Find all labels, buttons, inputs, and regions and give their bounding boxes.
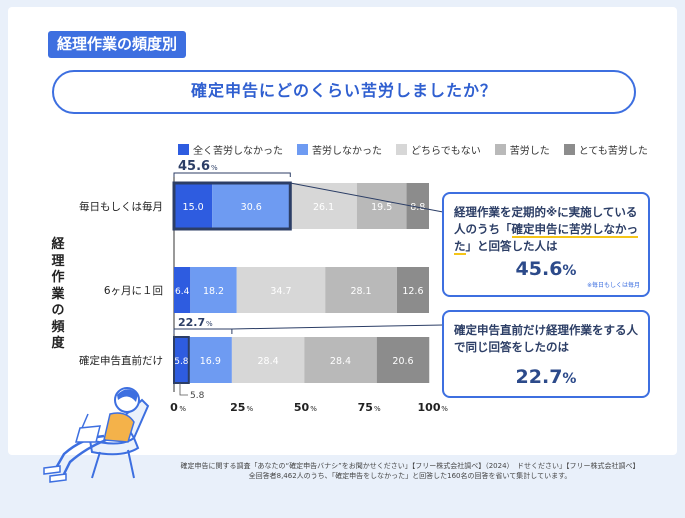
legend-swatch xyxy=(563,144,575,155)
bar-segment xyxy=(190,267,237,313)
data-label: 18.2 xyxy=(203,286,224,297)
callout-connector xyxy=(290,182,444,213)
bar-segment xyxy=(325,267,397,313)
bar-segment xyxy=(188,337,232,383)
x-tick-unit: % xyxy=(247,405,254,413)
bar-segment xyxy=(376,337,430,383)
x-tick-unit: % xyxy=(310,405,317,413)
data-label: 16.9 xyxy=(200,356,221,367)
legend-item: 苦労した xyxy=(494,142,550,157)
footnote-line-1: 確定申告に関する調査「あなたの“確定申告バナシ”をお聞かせください」【フリー株式… xyxy=(180,462,640,470)
data-label: 20.6 xyxy=(392,356,413,367)
category-label: 確定申告直前だけ xyxy=(79,354,163,367)
person-with-laptop-illustration xyxy=(43,387,150,483)
bar-segment xyxy=(231,337,305,383)
data-label: 19.5 xyxy=(371,202,392,213)
x-tick-label: 0 xyxy=(170,401,178,414)
data-label: 28.4 xyxy=(258,356,279,367)
legend-label: 苦労しなかった xyxy=(312,146,382,157)
legend-label: 全く苦労しなかった xyxy=(193,146,283,157)
x-tick-unit: % xyxy=(179,405,186,413)
legend-swatch xyxy=(494,144,506,155)
section-tag: 経理作業の頻度別 xyxy=(48,31,187,58)
x-tick-label: 25 xyxy=(230,401,245,414)
callout-top-note: ※毎日もしくは毎月 xyxy=(586,282,640,289)
category-label: 6ヶ月に１回 xyxy=(104,285,163,297)
bar-segment xyxy=(174,267,191,313)
callout-bottom-value: 22.7 xyxy=(515,366,563,388)
data-label: 5.8 xyxy=(174,357,189,367)
bar-segment xyxy=(236,267,326,313)
legend-item: 苦労しなかった xyxy=(297,142,382,157)
stacked-bar-chart: 毎日もしくは毎月15.030.626.119.58.845.6%6ヶ月に１回6.… xyxy=(79,159,448,414)
callout-bottom-unit: % xyxy=(562,371,577,387)
highlight-total-label: 22.7 xyxy=(178,316,205,329)
question-title: 確定申告にどのくらい苦労しましたか？ xyxy=(190,81,497,100)
data-label: 30.6 xyxy=(241,202,262,213)
chart-legend: 全く苦労しなかった 苦労しなかった どちらでもない 苦労した とても苦労した xyxy=(178,142,648,157)
legend-item: どちらでもない xyxy=(396,142,481,157)
legend-label: どちらでもない xyxy=(411,146,481,157)
legend-item: とても苦労した xyxy=(563,142,648,157)
bar-segment xyxy=(396,267,429,313)
callout-top-highlight: 確定申告に苦労しなかった xyxy=(454,222,638,255)
bar-segment xyxy=(356,183,407,229)
category-label: 毎日もしくは毎月 xyxy=(79,200,163,213)
x-tick-label: 100 xyxy=(418,401,441,414)
y-axis-label-char: 頻 xyxy=(51,319,65,335)
callout-regular-workers: 経理作業を定期的※に実施している人のうち「確定申告に苦労しなかった」と回答した人… xyxy=(442,192,650,297)
bar-segment xyxy=(174,337,189,383)
x-tick-unit: % xyxy=(441,405,448,413)
legend-label: とても苦労した xyxy=(578,146,648,157)
data-label-outside: 5.8 xyxy=(190,391,205,401)
data-label: 12.6 xyxy=(402,286,423,297)
data-label: 34.7 xyxy=(270,286,291,297)
footnote-line-2: 全回答者8,462人のうち、「確定申告をしなかった」と回答した160名の回答を省… xyxy=(248,472,572,480)
callout-connector xyxy=(231,324,444,330)
y-axis-label-char: 度 xyxy=(51,336,65,351)
data-label: 28.4 xyxy=(330,356,351,367)
data-label: 6.4 xyxy=(175,287,190,297)
callout-top-unit: % xyxy=(562,263,577,279)
y-axis-label-char: 理 xyxy=(51,253,65,269)
legend-item: 全く苦労しなかった xyxy=(178,142,283,157)
highlight-total-unit: % xyxy=(206,320,213,328)
callout-bottom-text: 確定申告直前だけ経理作業をする人で同じ回答をしたのは xyxy=(454,323,638,354)
question-banner xyxy=(52,70,636,114)
data-label-leader xyxy=(179,383,188,396)
legend-swatch xyxy=(178,144,189,155)
y-axis-label-char: の xyxy=(51,303,65,318)
bar-segment xyxy=(290,183,357,229)
x-tick-label: 75 xyxy=(358,401,373,414)
legend-swatch xyxy=(396,144,407,155)
callout-top-text-before: 経理作業を定期的※に実施している人のうち「 xyxy=(454,205,638,236)
survey-footnote: 確定申告に関する調査「あなたの“確定申告バナシ”をお聞かせください」【フリー株式… xyxy=(160,461,660,481)
y-axis-label: 経理作業の頻度 xyxy=(50,237,66,353)
bar-segment xyxy=(212,183,291,229)
bar-segment xyxy=(304,337,377,383)
callout-top-value: 45.6 xyxy=(515,258,563,280)
x-tick-unit: % xyxy=(374,405,381,413)
bar-segment xyxy=(406,183,429,229)
y-axis-label-char: 経 xyxy=(51,237,65,252)
bar-segment xyxy=(174,183,213,229)
y-axis-label-char: 業 xyxy=(51,286,65,302)
data-label: 15.0 xyxy=(183,202,204,213)
highlight-box xyxy=(173,336,190,384)
legend-swatch xyxy=(297,144,308,155)
highlight-box xyxy=(172,181,292,231)
data-label: 26.1 xyxy=(313,202,334,213)
highlight-total-unit: % xyxy=(211,164,218,172)
highlight-bracket xyxy=(173,172,291,177)
data-label: 28.1 xyxy=(350,286,371,297)
highlight-bracket xyxy=(173,328,233,334)
callout-pre-deadline-workers: 確定申告直前だけ経理作業をする人で同じ回答をしたのは 22.7% xyxy=(442,310,650,398)
y-axis-label-char: 作 xyxy=(51,270,65,285)
callout-top-text-after: 」と回答した人は xyxy=(465,239,558,253)
legend-label: 苦労した xyxy=(509,146,550,157)
highlight-total-label: 45.6 xyxy=(178,159,210,174)
x-tick-label: 50 xyxy=(294,401,310,414)
